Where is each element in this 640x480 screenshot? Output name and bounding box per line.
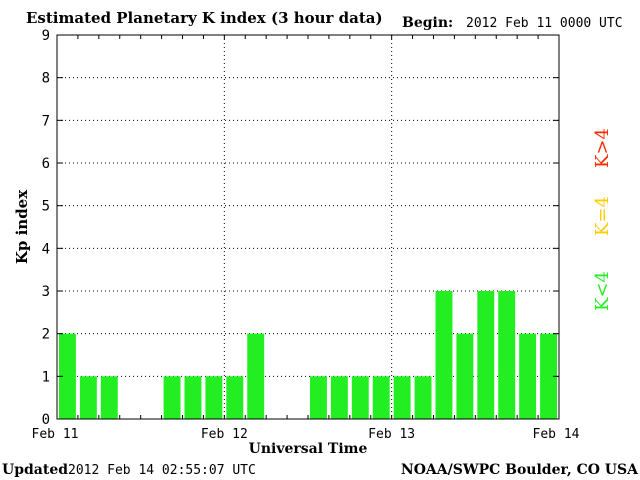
legend-k-above-4: K>4 xyxy=(592,128,613,168)
y-tick-label: 3 xyxy=(42,284,50,300)
source-credit: NOAA/SWPC Boulder, CO USA xyxy=(401,462,639,478)
kp-bar xyxy=(414,376,432,419)
kp-bar xyxy=(351,376,369,419)
y-tick-label: 6 xyxy=(42,156,50,172)
kp-bar xyxy=(498,291,516,419)
kp-bar xyxy=(59,333,76,419)
legend-k-equal-4: K=4 xyxy=(592,196,613,236)
y-tick-label: 9 xyxy=(42,28,50,44)
x-tick-label: Feb 12 xyxy=(201,427,248,442)
updated-label: Updated xyxy=(2,462,68,478)
chart-title: Estimated Planetary K index (3 hour data… xyxy=(26,9,383,27)
ticks xyxy=(57,34,559,420)
y-tick-label: 5 xyxy=(42,199,50,215)
kp-bar xyxy=(247,333,265,419)
kp-bar xyxy=(226,376,244,419)
kp-bar xyxy=(163,376,181,419)
kp-bar xyxy=(205,376,223,419)
kp-bar xyxy=(540,333,557,419)
y-tick-labels: 0 1 2 3 4 5 6 7 8 9 xyxy=(42,28,50,428)
updated-value: 2012 Feb 14 02:55:07 UTC xyxy=(68,463,256,478)
grid-lines xyxy=(57,35,559,419)
legend-k-below-4: K<4 xyxy=(592,271,613,311)
x-tick-labels: Feb 11 Feb 12 Feb 13 Feb 14 xyxy=(32,427,580,442)
begin-label: Begin: xyxy=(402,15,453,31)
kp-bar xyxy=(330,376,348,419)
kp-bar xyxy=(310,376,327,419)
kp-bar xyxy=(519,333,537,419)
x-axis-label: Universal Time xyxy=(249,441,368,457)
y-tick-label: 1 xyxy=(42,369,50,385)
y-axis-label: Kp index xyxy=(13,189,31,264)
kp-bar xyxy=(184,376,202,419)
y-tick-label: 8 xyxy=(42,71,50,87)
kp-bar xyxy=(100,376,118,419)
y-tick-label: 2 xyxy=(42,327,50,343)
x-tick-label: Feb 11 xyxy=(32,427,79,442)
y-tick-label: 0 xyxy=(42,412,50,428)
x-tick-label: Feb 13 xyxy=(368,427,415,442)
kp-bar xyxy=(456,333,474,419)
bars xyxy=(59,291,557,419)
y-tick-label: 4 xyxy=(42,241,50,257)
kp-bar xyxy=(435,291,453,419)
y-tick-label: 7 xyxy=(42,113,50,129)
kp-bar xyxy=(393,376,411,419)
kp-bar xyxy=(79,376,97,419)
x-tick-label: Feb 14 xyxy=(533,427,580,442)
begin-value: 2012 Feb 11 0000 UTC xyxy=(466,16,623,31)
kp-bar xyxy=(477,291,495,419)
kp-bar xyxy=(372,376,390,419)
